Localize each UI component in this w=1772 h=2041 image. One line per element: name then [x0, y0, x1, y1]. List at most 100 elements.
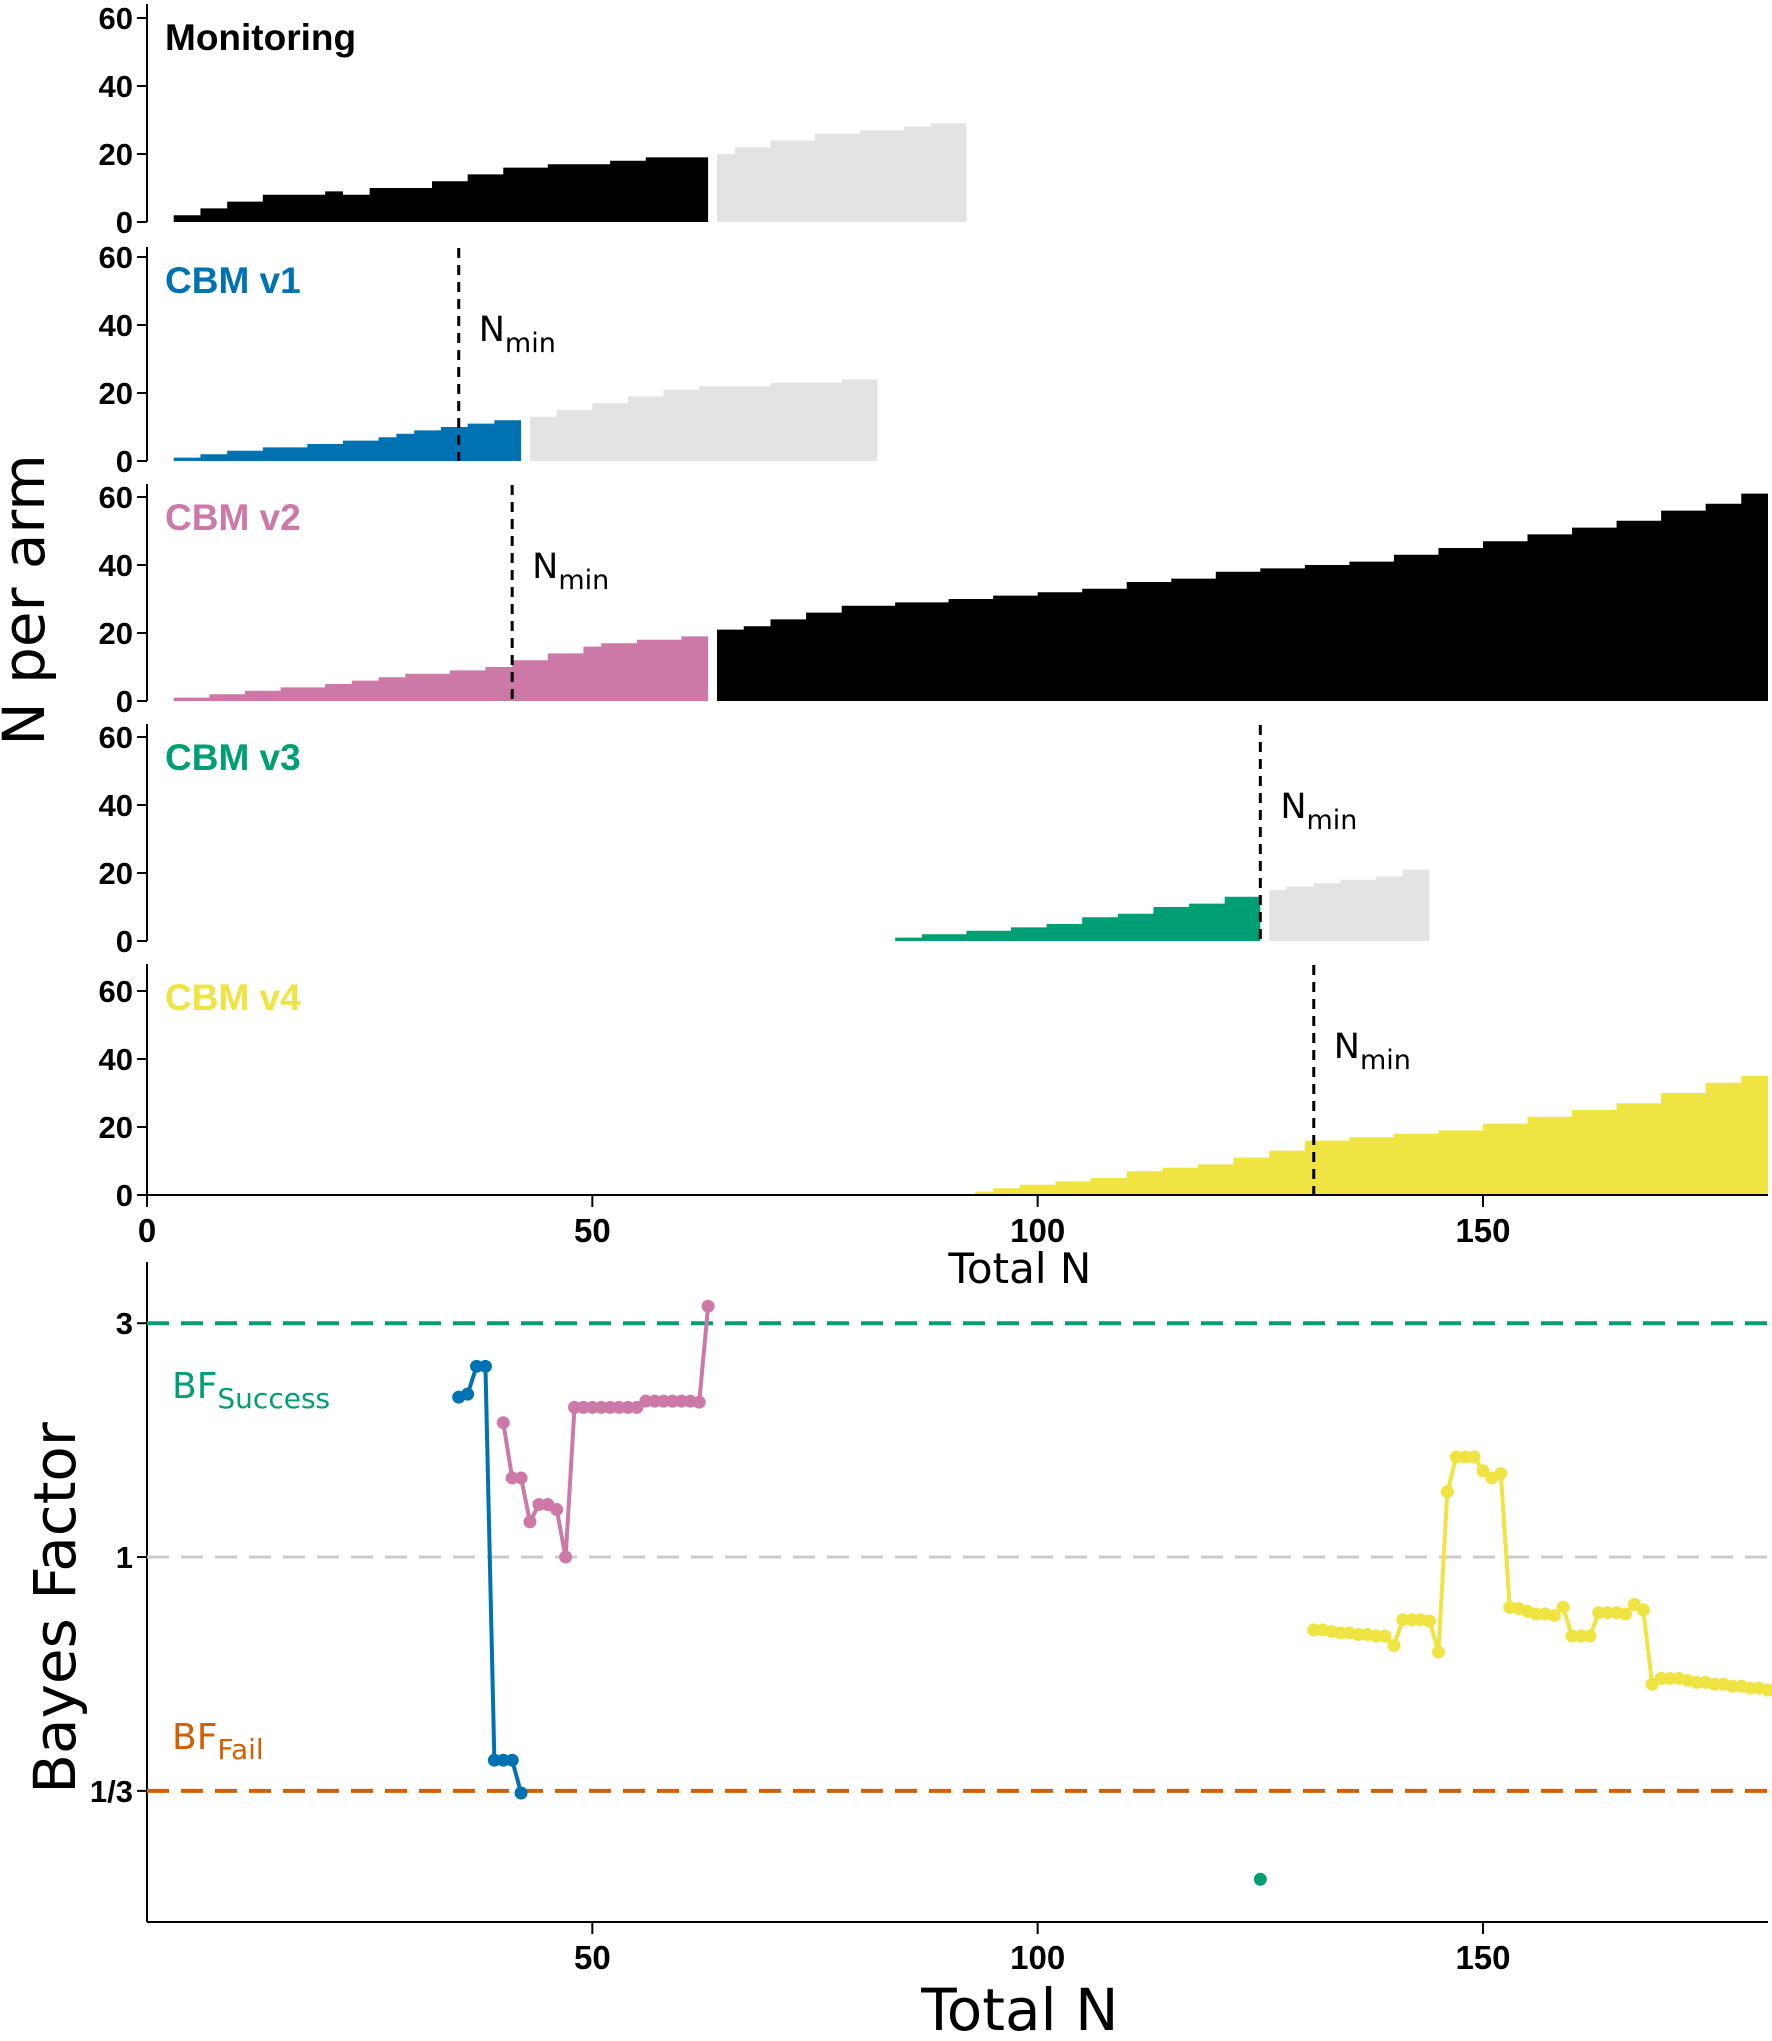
bf-point [1387, 1638, 1401, 1652]
y-tick-label: 20 [99, 616, 133, 651]
bf-point [1690, 1675, 1704, 1689]
bf-point [532, 1498, 546, 1512]
future-area [717, 116, 967, 222]
panel-cbm-v1: 0 20 40 60 CBM v1 Nmin [99, 240, 878, 479]
bf-point [514, 1471, 528, 1485]
bf-point [487, 1753, 501, 1767]
y-tick-label: 0 [116, 924, 133, 959]
x-tick-label-bf: 150 [1455, 1939, 1510, 1976]
bf-point [585, 1400, 599, 1414]
y-axis-title-n-per-arm: N per arm [0, 454, 58, 745]
y-tick-label: 20 [99, 1110, 133, 1145]
y-tick-label: 0 [116, 684, 133, 719]
active-area [155, 890, 1261, 941]
x-tick-label: 150 [1455, 1212, 1510, 1249]
y-tick-label: 40 [99, 788, 133, 823]
bf-point [1423, 1614, 1437, 1628]
y-tick-label: 40 [99, 308, 133, 343]
y-tick-label: 40 [99, 69, 133, 104]
bf-point [1529, 1607, 1543, 1621]
y-tick-label: 60 [99, 1, 133, 36]
bf-series-line [458, 1364, 524, 1794]
bf-point [1725, 1679, 1739, 1693]
bf-point [478, 1359, 492, 1373]
bayes-factor-chart: BFSuccess BFFail 1/3 1 3 50 100 150 [90, 1262, 1772, 1976]
bf-point [559, 1550, 573, 1564]
bf-point [1431, 1645, 1445, 1659]
bf-point [1708, 1677, 1722, 1691]
future-area [529, 372, 878, 461]
y-axis-title-bayes-factor: Bayes Factor [21, 1422, 89, 1794]
bf-point [1440, 1485, 1454, 1499]
panel-cbm-v4: 0 20 40 60 CBM v4 Nmin [99, 964, 1768, 1213]
bf-point [1547, 1608, 1561, 1622]
bf-point [674, 1394, 688, 1408]
active-area [957, 1059, 1768, 1195]
bf-point [1618, 1607, 1632, 1621]
bf-point [1574, 1629, 1588, 1643]
bf-point [1476, 1464, 1490, 1478]
panel-cbm-v3: 0 20 40 60 CBM v3 Nmin [99, 720, 1430, 959]
y-tick-label: 20 [99, 856, 133, 891]
nmin-label: Nmin [1334, 1027, 1411, 1076]
bf-point [470, 1359, 484, 1373]
bf-point [1556, 1600, 1570, 1614]
y-tick-label: 0 [116, 1178, 133, 1213]
bf-series-1 [496, 1299, 715, 1564]
nmin-label: Nmin [532, 547, 609, 596]
y-tick-label: 60 [99, 720, 133, 755]
bf-point [1592, 1606, 1606, 1620]
bf-point [496, 1416, 510, 1430]
bf-series-3 [1307, 1450, 1772, 1697]
panel-title: CBM v4 [165, 977, 301, 1018]
panel-title: CBM v1 [165, 260, 301, 301]
bf-point [1378, 1629, 1392, 1643]
bf-point [550, 1503, 564, 1517]
bf-point [1583, 1629, 1597, 1643]
bf-threshold-label: BFSuccess [172, 1366, 330, 1415]
future-area [1269, 866, 1430, 941]
bf-point [523, 1515, 537, 1529]
bf-point [612, 1400, 626, 1414]
x-tick-label: 50 [574, 1212, 611, 1249]
active-area [155, 416, 522, 461]
bf-point [1369, 1629, 1383, 1643]
y-tick-label-bf: 1/3 [90, 1774, 133, 1809]
nmin-label: Nmin [1280, 787, 1357, 836]
x-tick-label: 100 [1010, 1212, 1065, 1249]
y-tick-label-bf: 3 [116, 1306, 133, 1341]
bf-point [1405, 1613, 1419, 1627]
y-tick-label: 40 [99, 548, 133, 583]
bf-point [496, 1753, 510, 1767]
bf-point [505, 1471, 519, 1485]
bf-point [1467, 1450, 1481, 1464]
bf-point [1636, 1603, 1650, 1617]
bf-series-line [1313, 1455, 1769, 1693]
y-tick-label: 20 [99, 376, 133, 411]
bf-point [1333, 1626, 1347, 1640]
active-area [155, 629, 709, 701]
y-tick-label: 40 [99, 1042, 133, 1077]
bf-point [505, 1753, 519, 1767]
bf-point [701, 1299, 715, 1313]
panel-cbm-v2: 0 20 40 60 CBM v2 Nmin [99, 480, 1768, 719]
y-tick-label: 20 [99, 137, 133, 172]
x-axis-title-bottom: Total N [920, 1976, 1118, 2041]
bf-point [1458, 1450, 1472, 1464]
bf-point [1565, 1629, 1579, 1643]
bf-point [1396, 1613, 1410, 1627]
future-area [717, 486, 1768, 701]
y-tick-label: 60 [99, 240, 133, 275]
bf-point [1351, 1627, 1365, 1641]
bf-point [1449, 1450, 1463, 1464]
bf-point [1654, 1672, 1668, 1686]
bf-point [594, 1400, 608, 1414]
bf-threshold-label: BFFail [172, 1717, 264, 1766]
y-tick-label: 0 [116, 205, 133, 240]
bf-point [568, 1400, 582, 1414]
x-tick-label-bf: 50 [574, 1939, 611, 1976]
bf-point [639, 1394, 653, 1408]
bf-point [648, 1394, 662, 1408]
panel-title: CBM v3 [165, 737, 301, 778]
